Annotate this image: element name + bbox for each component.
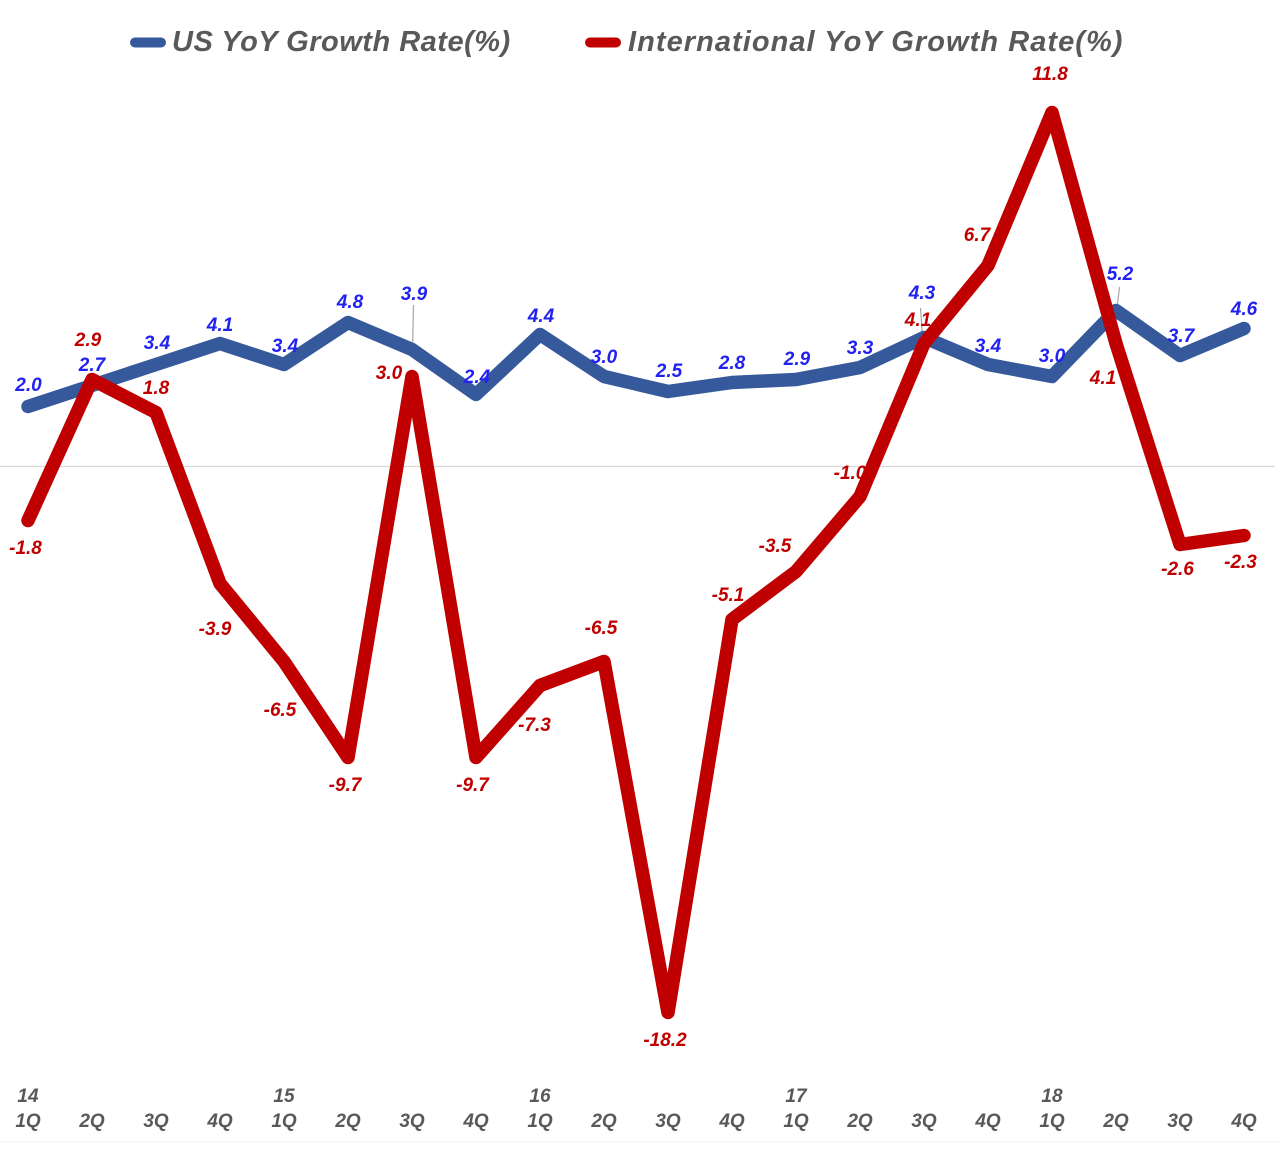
svg-text:-2.6: -2.6 — [1161, 559, 1194, 580]
svg-text:17: 17 — [785, 1086, 808, 1107]
svg-text:18: 18 — [1041, 1086, 1063, 1107]
svg-text:1Q: 1Q — [15, 1111, 41, 1132]
svg-text:2.9: 2.9 — [74, 330, 102, 351]
svg-text:-3.5: -3.5 — [759, 536, 792, 557]
svg-text:11.8: 11.8 — [1032, 64, 1068, 85]
svg-text:4Q: 4Q — [974, 1111, 1001, 1132]
svg-text:3.0: 3.0 — [376, 363, 403, 384]
svg-text:-18.2: -18.2 — [643, 1030, 687, 1051]
svg-text:1Q: 1Q — [271, 1111, 297, 1132]
svg-text:14: 14 — [17, 1086, 39, 1107]
svg-text:2.5: 2.5 — [655, 361, 683, 382]
svg-text:-9.7: -9.7 — [329, 775, 363, 796]
svg-text:2.7: 2.7 — [78, 355, 107, 376]
svg-text:2Q: 2Q — [590, 1111, 617, 1132]
svg-text:US YoY Growth Rate(%): US YoY Growth Rate(%) — [172, 26, 511, 58]
svg-text:4Q: 4Q — [206, 1111, 233, 1132]
svg-text:4.1: 4.1 — [1089, 368, 1116, 389]
svg-text:3.0: 3.0 — [591, 347, 618, 368]
svg-text:3Q: 3Q — [1167, 1111, 1193, 1132]
svg-text:3Q: 3Q — [911, 1111, 937, 1132]
svg-text:-7.3: -7.3 — [518, 715, 551, 736]
svg-text:4.3: 4.3 — [908, 283, 936, 304]
svg-text:2Q: 2Q — [78, 1111, 105, 1132]
svg-text:3.3: 3.3 — [847, 338, 874, 359]
svg-text:16: 16 — [529, 1086, 551, 1107]
svg-text:4.8: 4.8 — [336, 292, 364, 313]
svg-text:3.4: 3.4 — [272, 336, 299, 357]
svg-text:3.9: 3.9 — [401, 284, 428, 305]
svg-text:4.4: 4.4 — [527, 306, 555, 327]
svg-text:2.9: 2.9 — [783, 349, 811, 370]
svg-text:3.4: 3.4 — [975, 336, 1002, 357]
svg-text:-5.1: -5.1 — [712, 585, 745, 606]
svg-text:4Q: 4Q — [462, 1111, 489, 1132]
svg-text:15: 15 — [273, 1086, 295, 1107]
svg-text:-3.9: -3.9 — [199, 619, 232, 640]
svg-text:4Q: 4Q — [718, 1111, 745, 1132]
svg-text:1Q: 1Q — [783, 1111, 809, 1132]
svg-text:-1.8: -1.8 — [9, 538, 42, 559]
svg-text:4.6: 4.6 — [1230, 299, 1258, 320]
svg-text:3Q: 3Q — [143, 1111, 169, 1132]
svg-text:2Q: 2Q — [846, 1111, 873, 1132]
svg-text:5.2: 5.2 — [1107, 264, 1134, 285]
svg-text:3.4: 3.4 — [144, 333, 171, 354]
svg-text:2Q: 2Q — [334, 1111, 361, 1132]
svg-text:-1.0: -1.0 — [834, 463, 867, 484]
svg-text:1Q: 1Q — [527, 1111, 553, 1132]
svg-text:4Q: 4Q — [1230, 1111, 1257, 1132]
svg-text:-6.5: -6.5 — [264, 700, 297, 721]
svg-text:1.8: 1.8 — [143, 378, 170, 399]
svg-text:2.4: 2.4 — [463, 367, 491, 388]
svg-text:2Q: 2Q — [1102, 1111, 1129, 1132]
svg-text:4.1: 4.1 — [206, 315, 233, 336]
svg-text:6.7: 6.7 — [964, 225, 992, 246]
svg-text:3Q: 3Q — [399, 1111, 425, 1132]
svg-text:International YoY Growth Rate(: International YoY Growth Rate(%) — [628, 26, 1124, 58]
svg-text:2.0: 2.0 — [14, 375, 42, 396]
svg-text:3.7: 3.7 — [1168, 326, 1196, 347]
svg-text:3.0: 3.0 — [1039, 346, 1066, 367]
svg-text:-6.5: -6.5 — [585, 618, 618, 639]
svg-text:3Q: 3Q — [655, 1111, 681, 1132]
svg-text:4.1: 4.1 — [904, 310, 931, 331]
svg-text:2.8: 2.8 — [718, 353, 746, 374]
svg-text:-9.7: -9.7 — [456, 775, 490, 796]
svg-text:1Q: 1Q — [1039, 1111, 1065, 1132]
svg-text:-2.3: -2.3 — [1224, 552, 1257, 573]
